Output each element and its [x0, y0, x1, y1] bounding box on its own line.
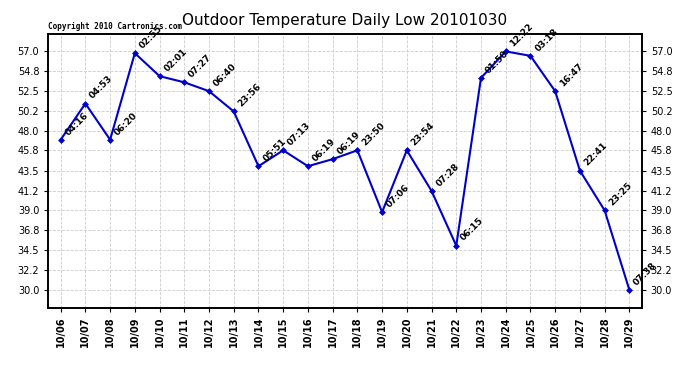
- Text: 02:55: 02:55: [137, 24, 164, 50]
- Text: 04:16: 04:16: [63, 110, 90, 137]
- Text: 06:19: 06:19: [310, 137, 337, 164]
- Text: 12:22: 12:22: [509, 22, 535, 49]
- Text: 16:47: 16:47: [558, 62, 584, 88]
- Text: 06:19: 06:19: [335, 130, 362, 156]
- Text: 23:54: 23:54: [410, 121, 436, 147]
- Text: 23:50: 23:50: [360, 121, 386, 147]
- Text: Copyright 2010 Cartronics.com: Copyright 2010 Cartronics.com: [48, 22, 182, 31]
- Text: 22:41: 22:41: [582, 141, 609, 168]
- Text: 23:56: 23:56: [237, 82, 263, 109]
- Text: 06:40: 06:40: [212, 62, 238, 88]
- Text: 06:15: 06:15: [459, 216, 486, 243]
- Text: 07:28: 07:28: [434, 162, 461, 188]
- Text: 23:25: 23:25: [607, 181, 634, 208]
- Text: 07:27: 07:27: [187, 53, 214, 80]
- Text: Outdoor Temperature Daily Low 20101030: Outdoor Temperature Daily Low 20101030: [182, 13, 508, 28]
- Text: 02:01: 02:01: [162, 47, 189, 74]
- Text: 07:13: 07:13: [286, 121, 313, 147]
- Text: 04:53: 04:53: [88, 74, 115, 101]
- Text: 07:38: 07:38: [632, 261, 659, 287]
- Text: 05:51: 05:51: [262, 137, 288, 164]
- Text: 06:20: 06:20: [113, 111, 139, 137]
- Text: 01:50: 01:50: [484, 49, 510, 75]
- Text: 03:18: 03:18: [533, 27, 560, 53]
- Text: 07:06: 07:06: [385, 183, 411, 209]
